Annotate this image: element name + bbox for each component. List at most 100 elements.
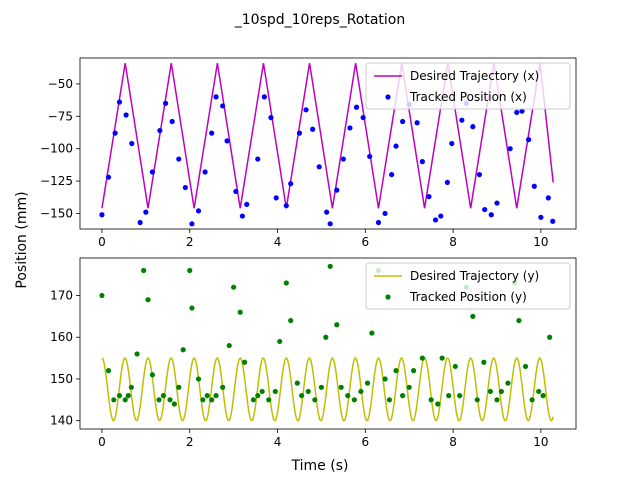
y-tick-label: −100 xyxy=(40,142,73,156)
tracked-position-point xyxy=(182,184,188,191)
tracked-position-point xyxy=(540,393,546,399)
legend-label-desired: Desired Trajectory (x) xyxy=(410,69,539,83)
bottom-panel: 0 2 4 6 8 10 140 150 160 170 Desired Trajectory (y… xyxy=(50,257,577,449)
tracked-position-point xyxy=(220,384,226,390)
tracked-position-point xyxy=(382,210,388,217)
tracked-position-point xyxy=(176,156,182,162)
y-axis-label: Position (mm) xyxy=(14,191,30,288)
tracked-position-point xyxy=(305,388,311,395)
tracked-position-point xyxy=(195,208,202,214)
tracked-position-point xyxy=(116,393,123,399)
tracked-position-point xyxy=(327,221,333,227)
tracked-position-point xyxy=(128,384,134,390)
x-tick-label: 10 xyxy=(533,235,548,249)
tracked-position-point xyxy=(426,194,432,200)
tracked-position-point xyxy=(224,138,230,144)
legend-marker-swatch xyxy=(385,294,391,300)
tracked-position-point xyxy=(160,393,166,399)
tracked-position-point xyxy=(347,125,353,131)
tracked-position-point xyxy=(288,181,294,187)
axes-frame xyxy=(79,57,577,230)
top-panel: 0 2 4 6 8 10 −150 −125 −100 −75 −50 Desired Traject… xyxy=(40,57,577,249)
tracked-position-point xyxy=(400,393,406,399)
tracked-position-point xyxy=(268,114,274,121)
tracked-position-point xyxy=(255,156,261,162)
tracked-position-point xyxy=(157,127,163,134)
tracked-position-point xyxy=(505,380,511,386)
tracked-position-point xyxy=(334,322,340,328)
tracked-position-point xyxy=(237,309,243,315)
tracked-position-point xyxy=(125,393,131,399)
tracked-position-point xyxy=(299,393,305,399)
tracked-position-point xyxy=(369,330,375,336)
tracked-position-point xyxy=(134,351,140,357)
y-tick-label: 140 xyxy=(50,414,73,428)
tracked-position-point xyxy=(358,388,364,395)
x-tick-label: 8 xyxy=(449,435,457,449)
tracked-position-point xyxy=(393,143,399,149)
tracked-position-point xyxy=(209,397,215,403)
tracked-position-point xyxy=(123,112,129,118)
tracked-position-point xyxy=(189,221,195,227)
tracked-position-point xyxy=(244,201,250,207)
tracked-position-point xyxy=(550,218,556,224)
tracked-position-point xyxy=(393,368,399,374)
tracked-position-point xyxy=(375,219,382,226)
tracked-position-point xyxy=(273,195,279,201)
x-tick-label: 0 xyxy=(98,435,106,449)
tracked-position-point xyxy=(360,114,366,121)
tracked-position-point xyxy=(233,188,239,195)
tracked-position-point xyxy=(283,203,289,209)
legend-label-tracked: Tracked Position (x) xyxy=(409,90,527,104)
tracked-position-point xyxy=(345,393,351,399)
tracked-position-point xyxy=(432,217,439,223)
tracked-position-point xyxy=(105,368,112,374)
tracked-position-point xyxy=(266,397,272,403)
y-tick-label: −150 xyxy=(40,206,73,220)
x-tick-label: 2 xyxy=(186,235,194,249)
tracked-position-point xyxy=(294,380,300,386)
tracked-position-point xyxy=(169,118,175,125)
tracked-position-point xyxy=(171,401,177,407)
tracked-position-point xyxy=(99,212,105,218)
tracked-position-point xyxy=(318,384,325,390)
tracked-position-point xyxy=(482,206,488,213)
tracked-position-point xyxy=(449,140,455,147)
tracked-position-point xyxy=(213,393,219,399)
tracked-position-point xyxy=(419,159,425,165)
axes-frame xyxy=(79,257,577,430)
tracked-position-point xyxy=(364,380,371,386)
tracked-position-point xyxy=(494,200,500,206)
tracked-position-point xyxy=(410,368,417,374)
tracked-position-point xyxy=(129,140,135,147)
legend-marker-swatch xyxy=(385,94,391,100)
tracked-position-point xyxy=(195,376,202,382)
tracked-position-point xyxy=(122,397,128,403)
tracked-position-point xyxy=(250,397,256,403)
tracked-position-point xyxy=(145,297,151,303)
tracked-position-point xyxy=(141,267,147,274)
tracked-position-point xyxy=(476,171,483,178)
tracked-position-point xyxy=(438,213,444,219)
tracked-position-point xyxy=(111,397,117,403)
plot-area xyxy=(99,63,556,227)
tracked-position-point xyxy=(202,169,208,175)
tracked-position-point xyxy=(340,156,346,162)
y-tick-label: 160 xyxy=(50,330,73,344)
tracked-position-point xyxy=(99,292,105,299)
tracked-position-point xyxy=(488,212,494,218)
tracked-position-point xyxy=(316,164,322,170)
y-tick-label: 150 xyxy=(50,372,73,386)
y-tick-label: 170 xyxy=(50,289,73,303)
tracked-position-point xyxy=(105,174,112,180)
tracked-position-point xyxy=(547,334,553,340)
legend-box xyxy=(365,262,571,310)
tracked-position-point xyxy=(439,355,445,361)
x-tick-label: 4 xyxy=(274,435,282,449)
tracked-position-point xyxy=(457,393,463,399)
tracked-position-point xyxy=(283,280,289,286)
tracked-position-point xyxy=(116,99,123,105)
tracked-position-point xyxy=(312,397,318,403)
tracked-position-point xyxy=(536,388,542,395)
tracked-position-point xyxy=(386,397,393,403)
